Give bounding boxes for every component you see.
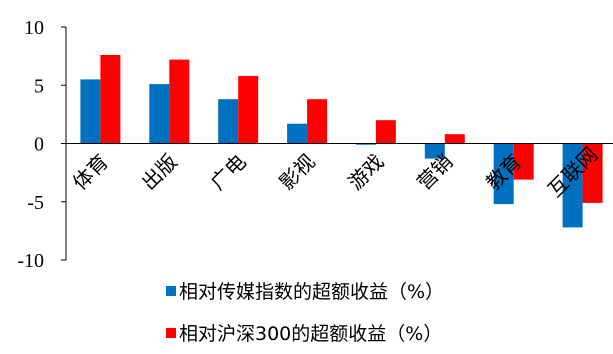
bar-series1-6 xyxy=(424,143,445,159)
y-tick-label-1: 10 xyxy=(24,17,44,39)
legend: 相对传媒指数的超额收益（%） 相对沪深300的超额收益（%） xyxy=(166,281,444,345)
bar-series1-8 xyxy=(562,143,583,228)
bar-series1-4 xyxy=(287,123,308,144)
legend-label-1: 相对传媒指数的超额收益（%） xyxy=(179,281,444,303)
bar-series1-7 xyxy=(493,143,514,205)
bar-series2-4 xyxy=(307,99,328,144)
y-tick-label-3: 0 xyxy=(34,134,44,156)
legend-swatch-2 xyxy=(166,328,176,338)
legend-label-2: 相对沪深300的超额收益（%） xyxy=(179,323,442,345)
x-category-label-5: 游戏 xyxy=(344,150,389,195)
legend-swatch-1 xyxy=(166,286,176,296)
x-category-label-2: 出版 xyxy=(137,150,182,195)
y-tick-label-2: 5 xyxy=(34,75,44,97)
bar-series2-7 xyxy=(513,143,534,180)
bar-series1-2 xyxy=(149,84,170,144)
bar-series1-1 xyxy=(80,79,101,144)
y-tick-label-5: -10 xyxy=(17,250,44,272)
bars-group xyxy=(80,55,603,228)
bar-series2-2 xyxy=(169,59,190,144)
x-category-label-1: 体育 xyxy=(69,150,114,195)
bar-series2-8 xyxy=(582,143,603,203)
bar-series1-3 xyxy=(218,99,239,144)
bar-series1-5 xyxy=(355,143,376,145)
bar-series2-3 xyxy=(238,75,259,144)
bar-series2-6 xyxy=(444,134,465,144)
x-category-label-6: 营销 xyxy=(413,150,458,195)
bar-series2-5 xyxy=(375,120,396,144)
bar-series2-1 xyxy=(100,55,121,144)
y-tick-label-4: -5 xyxy=(27,192,44,214)
x-category-label-4: 影视 xyxy=(275,150,320,195)
x-category-label-3: 广电 xyxy=(206,150,251,195)
